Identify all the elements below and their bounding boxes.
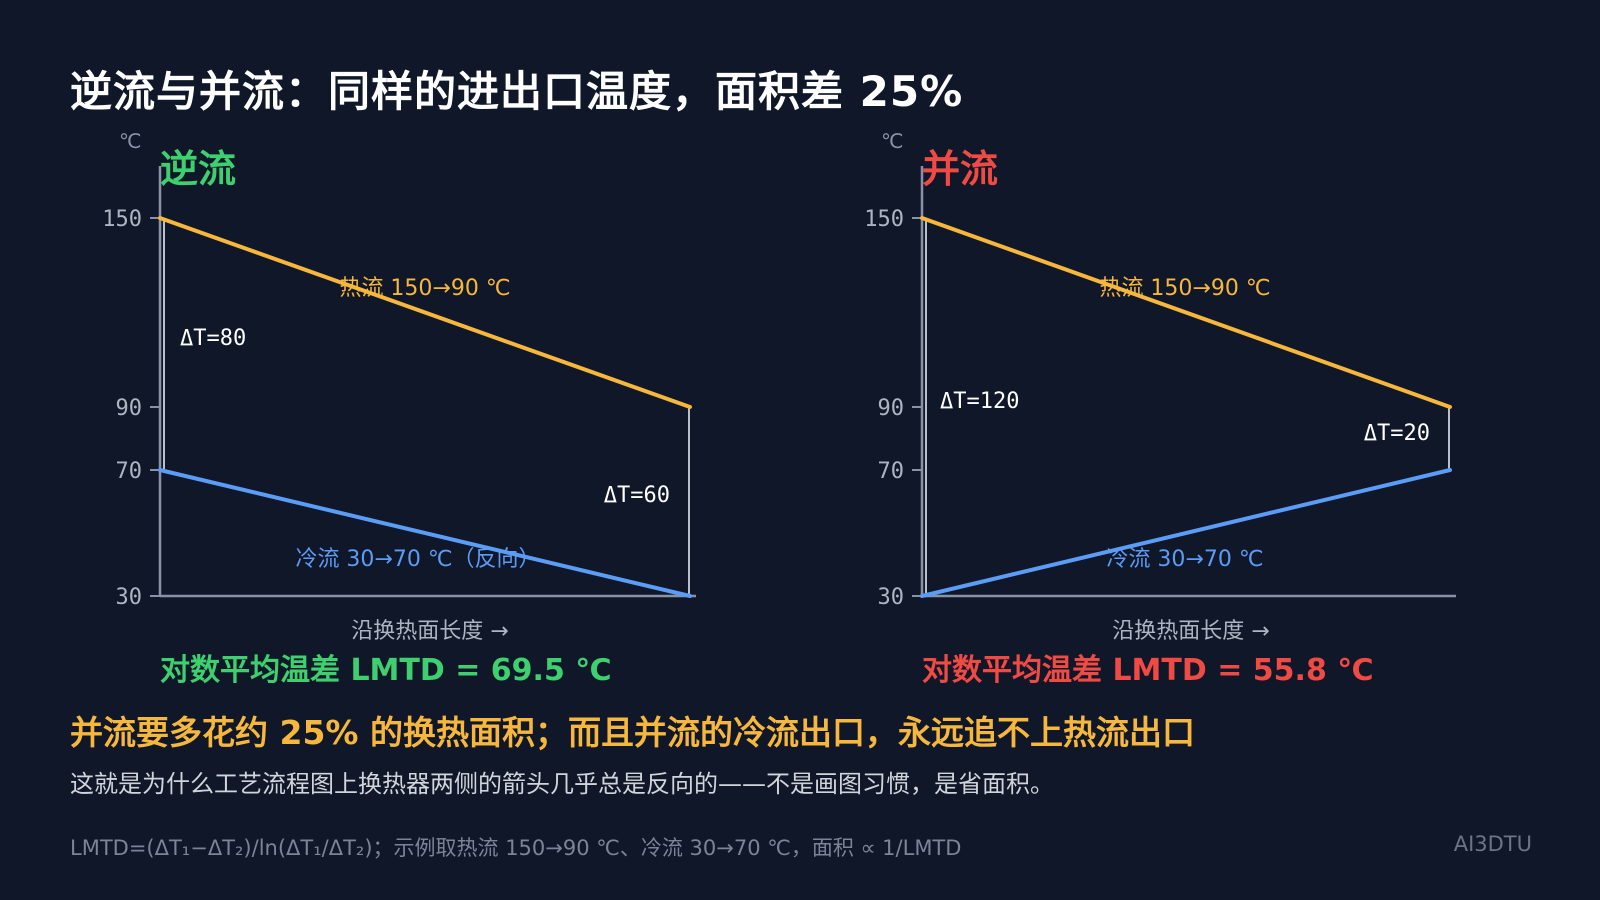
parallelflow-lmtd-label: 对数平均温差 LMTD = 55.8 ℃ xyxy=(922,653,1374,688)
counterflow-y-tick-label: 150 xyxy=(102,207,142,232)
counterflow-y-unit: ℃ xyxy=(119,129,141,153)
parallelflow-y-unit: ℃ xyxy=(881,129,903,153)
counterflow-delta-t-label: ΔT=60 xyxy=(604,483,670,508)
counterflow-lmtd-label: 对数平均温差 LMTD = 69.5 ℃ xyxy=(160,653,612,688)
explanation-text: 这就是为什么工艺流程图上换热器两侧的箭头几乎总是反向的——不是画图习惯，是省面积… xyxy=(70,770,1054,798)
counterflow-delta-t-label: ΔT=80 xyxy=(180,326,246,351)
formula-footnote: LMTD=(ΔT₁−ΔT₂)/ln(ΔT₁/ΔT₂)；示例取热流 150→90 … xyxy=(70,836,962,860)
counterflow-hot-stream-label: 热流 150→90 ℃ xyxy=(339,276,510,301)
counterflow-y-tick-label: 30 xyxy=(116,585,143,610)
parallelflow-cold-stream-line xyxy=(920,468,1452,598)
parallelflow-cold-stream-label: 冷流 30→70 ℃ xyxy=(1106,547,1263,572)
parallelflow-delta-t-label: ΔT=120 xyxy=(940,389,1019,414)
counterflow-hot-stream-line xyxy=(158,216,692,409)
parallelflow-delta-t-label: ΔT=20 xyxy=(1364,421,1430,446)
page-title: 逆流与并流：同样的进出口温度，面积差 25% xyxy=(70,67,964,116)
parallelflow-y-tick-label: 30 xyxy=(878,585,905,610)
parallelflow-x-axis-label: 沿换热面长度 → xyxy=(1112,619,1269,644)
parallelflow-y-tick-label: 70 xyxy=(878,459,905,484)
conclusion-text: 并流要多花约 25% 的换热面积；而且并流的冷流出口，永远追不上热流出口 xyxy=(70,713,1195,752)
counterflow-x-axis-label: 沿换热面长度 → xyxy=(351,619,508,644)
parallelflow-y-tick-label: 150 xyxy=(864,207,904,232)
brand-watermark: AI3DTU xyxy=(1453,832,1532,856)
parallelflow-panel-title: 并流 xyxy=(922,147,998,191)
counterflow-y-tick-label: 90 xyxy=(116,396,143,421)
parallelflow-y-tick-label: 90 xyxy=(878,396,905,421)
parallelflow-hot-stream-line xyxy=(920,216,1452,409)
counterflow-y-tick-label: 70 xyxy=(116,459,143,484)
counterflow-panel-title: 逆流 xyxy=(160,147,236,191)
parallelflow-hot-stream-label: 热流 150→90 ℃ xyxy=(1099,276,1270,301)
counterflow-cold-stream-label: 冷流 30→70 ℃（反向） xyxy=(295,547,540,572)
counterflow-cold-stream-line xyxy=(158,468,692,598)
